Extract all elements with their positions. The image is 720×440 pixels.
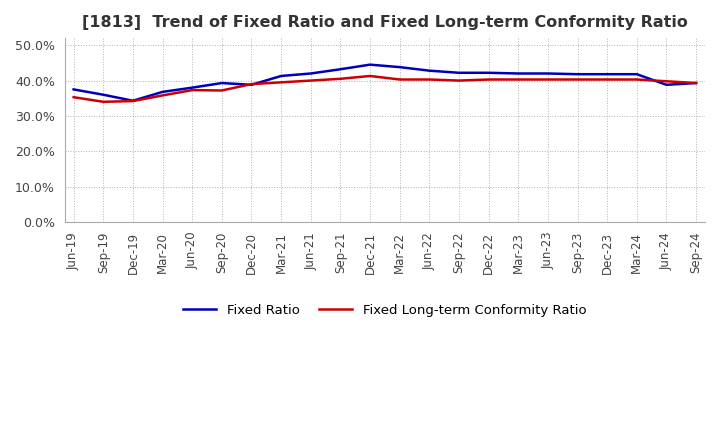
Fixed Ratio: [573, 72, 582, 77]
Fixed Long-term Conformity Ratio: [366, 73, 374, 79]
Fixed Long-term Conformity Ratio: [69, 95, 78, 100]
Fixed Long-term Conformity Ratio: [336, 76, 345, 81]
Fixed Long-term Conformity Ratio: [692, 81, 701, 86]
Fixed Ratio: [276, 73, 285, 79]
Fixed Long-term Conformity Ratio: [632, 77, 641, 82]
Fixed Long-term Conformity Ratio: [454, 78, 463, 83]
Fixed Ratio: [307, 71, 315, 76]
Line: Fixed Ratio: Fixed Ratio: [73, 65, 696, 101]
Fixed Ratio: [692, 81, 701, 86]
Fixed Long-term Conformity Ratio: [662, 79, 671, 84]
Fixed Ratio: [217, 81, 226, 86]
Fixed Ratio: [485, 70, 493, 75]
Fixed Long-term Conformity Ratio: [514, 77, 523, 82]
Fixed Ratio: [632, 72, 641, 77]
Fixed Ratio: [454, 70, 463, 75]
Fixed Long-term Conformity Ratio: [99, 99, 107, 104]
Fixed Long-term Conformity Ratio: [188, 88, 197, 93]
Fixed Ratio: [247, 82, 256, 88]
Fixed Long-term Conformity Ratio: [276, 80, 285, 85]
Fixed Ratio: [514, 71, 523, 76]
Fixed Ratio: [603, 72, 611, 77]
Fixed Long-term Conformity Ratio: [425, 77, 433, 82]
Title: [1813]  Trend of Fixed Ratio and Fixed Long-term Conformity Ratio: [1813] Trend of Fixed Ratio and Fixed Lo…: [82, 15, 688, 30]
Fixed Ratio: [336, 66, 345, 72]
Fixed Long-term Conformity Ratio: [247, 81, 256, 87]
Fixed Ratio: [69, 87, 78, 92]
Fixed Ratio: [99, 92, 107, 97]
Line: Fixed Long-term Conformity Ratio: Fixed Long-term Conformity Ratio: [73, 76, 696, 102]
Fixed Ratio: [425, 68, 433, 73]
Fixed Ratio: [188, 85, 197, 90]
Fixed Ratio: [366, 62, 374, 67]
Fixed Long-term Conformity Ratio: [158, 93, 167, 98]
Fixed Long-term Conformity Ratio: [395, 77, 404, 82]
Fixed Long-term Conformity Ratio: [129, 99, 138, 104]
Fixed Long-term Conformity Ratio: [307, 78, 315, 83]
Fixed Ratio: [395, 65, 404, 70]
Fixed Long-term Conformity Ratio: [485, 77, 493, 82]
Fixed Ratio: [544, 71, 552, 76]
Fixed Ratio: [129, 98, 138, 103]
Fixed Long-term Conformity Ratio: [603, 77, 611, 82]
Fixed Ratio: [158, 89, 167, 95]
Fixed Ratio: [662, 82, 671, 88]
Fixed Long-term Conformity Ratio: [573, 77, 582, 82]
Legend: Fixed Ratio, Fixed Long-term Conformity Ratio: Fixed Ratio, Fixed Long-term Conformity …: [178, 299, 592, 322]
Fixed Long-term Conformity Ratio: [544, 77, 552, 82]
Fixed Long-term Conformity Ratio: [217, 88, 226, 93]
